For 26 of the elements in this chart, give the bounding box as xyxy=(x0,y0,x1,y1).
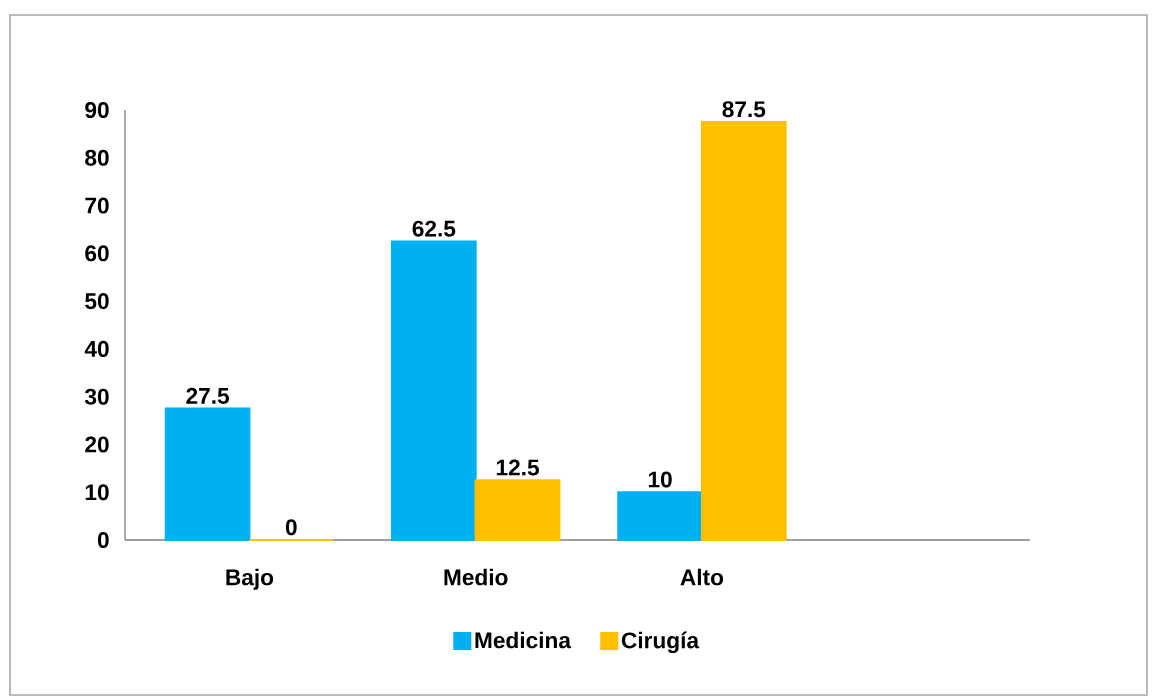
y-tick-label: 10 xyxy=(85,484,109,501)
data-label: 87.5 xyxy=(722,101,766,118)
bar xyxy=(474,479,561,541)
data-label: 0 xyxy=(285,519,297,536)
x-tick-label: Medio xyxy=(444,568,508,586)
bar xyxy=(700,120,787,541)
bar xyxy=(164,407,251,541)
y-tick-label: 80 xyxy=(85,149,109,166)
y-tick-label: 20 xyxy=(85,436,109,453)
y-tick-label: 30 xyxy=(84,388,109,405)
x-tick-label: Bajo xyxy=(226,568,274,590)
y-tick-label: 40 xyxy=(84,340,109,357)
y-tick-label: 90 xyxy=(85,101,109,119)
data-label: 10 xyxy=(648,471,672,488)
legend-label: Cirugía xyxy=(621,631,700,654)
y-tick-label: 60 xyxy=(85,245,109,262)
y-tick-label: 70 xyxy=(85,197,109,214)
bar xyxy=(617,491,703,541)
legend-label: Medicina xyxy=(475,631,572,649)
bar xyxy=(390,240,477,541)
data-label: 62.5 xyxy=(412,220,456,237)
x-tick-label: Alto xyxy=(680,568,724,586)
y-tick-label: 50 xyxy=(85,293,109,310)
data-label: 27.5 xyxy=(186,387,230,404)
y-tick-label: 0 xyxy=(97,531,109,549)
data-label: 12.5 xyxy=(496,459,539,476)
